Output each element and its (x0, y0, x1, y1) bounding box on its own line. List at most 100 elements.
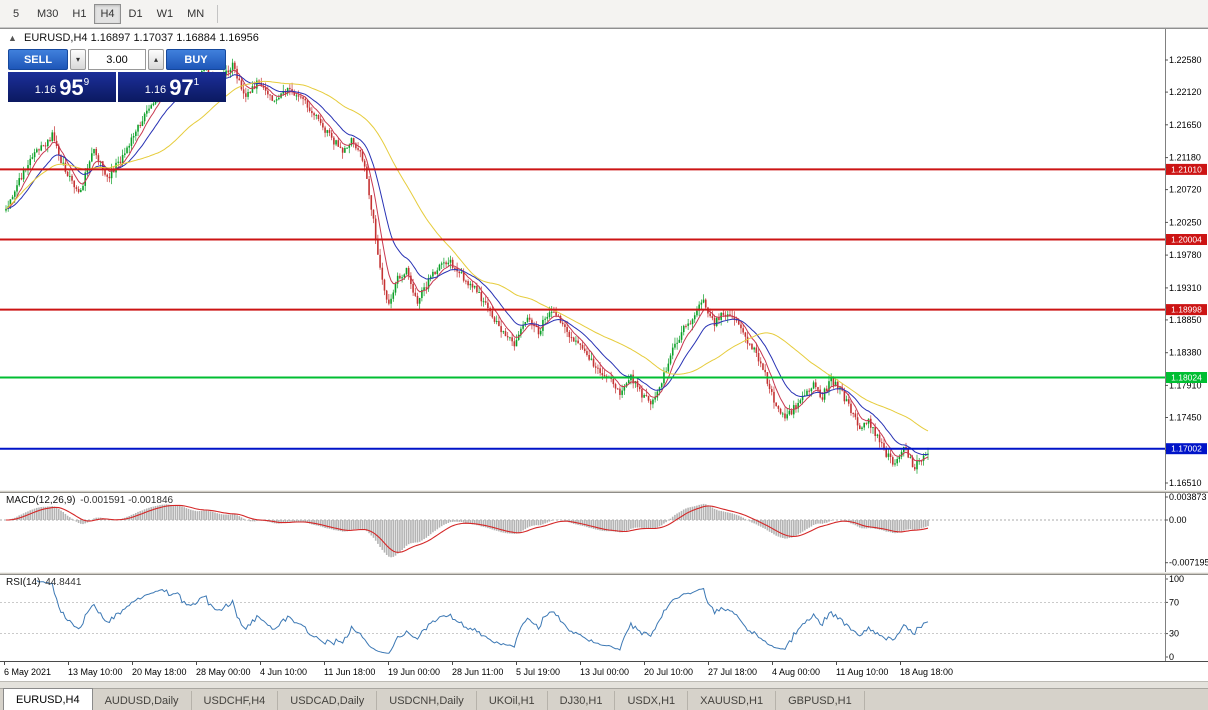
time-label: 6 May 2021 (4, 667, 52, 677)
time-tick (772, 662, 773, 665)
collapse-arrow-icon[interactable]: ▲ (8, 33, 17, 43)
timeframe-button-group: 5 M30 H1 H4 D1 W1 MN (2, 3, 211, 24)
time-label: 28 May 00:00 (196, 667, 251, 677)
time-label: 28 Jun 11:00 (452, 667, 504, 677)
svg-text:0.00: 0.00 (1169, 515, 1187, 525)
svg-text:1.18998: 1.18998 (1171, 305, 1202, 315)
svg-text:1.16510: 1.16510 (1169, 478, 1202, 488)
time-tick (580, 662, 581, 665)
svg-text:1.21010: 1.21010 (1171, 164, 1202, 174)
macd-name: MACD(12,26,9) (6, 495, 76, 506)
timeframe-button-5[interactable]: 5 (12, 7, 20, 20)
macd-chart[interactable]: 0.003873 0.00 -0.007195 (0, 493, 1208, 572)
volume-input[interactable] (88, 49, 146, 70)
svg-text:1.19780: 1.19780 (1169, 250, 1202, 260)
svg-text:-0.007195: -0.007195 (1169, 558, 1208, 568)
bid-price-point: 9 (83, 77, 90, 88)
svg-text:1.22120: 1.22120 (1169, 87, 1202, 97)
macd-values: -0.001591 -0.001846 (80, 495, 174, 506)
chart-tab-gbpusd-h1[interactable]: GBPUSD,H1 (776, 691, 865, 710)
time-label: 11 Jun 18:00 (324, 667, 376, 677)
rsi-name: RSI(14) (6, 577, 41, 588)
svg-text:1.19310: 1.19310 (1169, 283, 1202, 293)
svg-text:1.22580: 1.22580 (1169, 55, 1202, 65)
volume-up-button[interactable]: ▴ (148, 49, 164, 70)
chart-tab-usdcad-daily[interactable]: USDCAD,Daily (278, 691, 378, 710)
svg-text:1.18850: 1.18850 (1169, 315, 1202, 325)
time-tick (324, 662, 325, 665)
chart-tab-audusd-daily[interactable]: AUDUSD,Daily (93, 691, 192, 710)
svg-text:1.20720: 1.20720 (1169, 185, 1202, 195)
chart-ohlc-values: 1.16897 1.17037 1.16884 1.16956 (90, 32, 259, 44)
svg-text:30: 30 (1169, 629, 1179, 639)
chart-tab-dj30-h1[interactable]: DJ30,H1 (548, 691, 616, 710)
svg-text:1.17910: 1.17910 (1169, 380, 1202, 390)
timeframe-toolbar: 5 M30 H1 H4 D1 W1 MN (0, 0, 1208, 28)
bid-price-major: 1.16 (34, 84, 57, 96)
svg-text:0: 0 (1169, 652, 1174, 661)
pane-splitter-macd[interactable] (0, 490, 1208, 493)
rsi-pane[interactable]: 100 70 30 0 RSI(14) 44.8441 (0, 575, 1208, 661)
time-label: 4 Jun 10:00 (260, 667, 308, 677)
timeframe-button-W1[interactable]: W1 (156, 7, 174, 20)
ask-price-display[interactable]: 1.16 97 1 (118, 72, 226, 102)
ask-price-point: 1 (193, 77, 200, 88)
svg-text:0.003873: 0.003873 (1169, 493, 1207, 502)
rsi-chart[interactable]: 100 70 30 0 (0, 575, 1208, 661)
time-tick (4, 662, 5, 665)
svg-text:100: 100 (1169, 575, 1184, 584)
timeframe-button-D1[interactable]: D1 (128, 7, 143, 20)
ask-price-pips: 97 (169, 75, 194, 100)
timeframe-button-H1[interactable]: H1 (72, 7, 87, 20)
time-tick (900, 662, 901, 665)
time-tick (836, 662, 837, 665)
chart-tab-usdchf-h4[interactable]: USDCHF,H4 (192, 691, 279, 710)
time-label: 4 Aug 00:00 (772, 667, 821, 677)
time-label: 27 Jul 18:00 (708, 667, 758, 677)
svg-text:1.20004: 1.20004 (1171, 235, 1202, 245)
time-tick (68, 662, 69, 665)
time-label: 11 Aug 10:00 (836, 667, 889, 677)
chart-symbol-timeframe: EURUSD,H4 (23, 32, 88, 44)
chart-tab-usdcnh-daily[interactable]: USDCNH,Daily (377, 691, 477, 710)
toolbar-separator (217, 4, 219, 23)
time-tick (644, 662, 645, 665)
macd-pane[interactable]: 0.003873 0.00 -0.007195 MACD(12,26,9) -0.0… (0, 493, 1208, 572)
main-chart-pane[interactable]: 1.22580 1.22120 1.21650 1.21180 1.20720 1.202… (0, 28, 1208, 490)
buy-button[interactable]: BUY (166, 49, 226, 70)
bid-price-pips: 95 (59, 75, 84, 100)
volume-dropdown-button[interactable]: ▾ (70, 49, 86, 70)
chart-tab-ukoil-h1[interactable]: UKOil,H1 (477, 691, 548, 710)
chart-tab-usdx-h1[interactable]: USDX,H1 (615, 691, 689, 710)
chart-tab-xauusd-h1[interactable]: XAUUSD,H1 (688, 691, 777, 710)
status-strip (0, 681, 1208, 688)
chart-header: ▲ EURUSD,H4 1.16897 1.17037 1.16884 1.16… (8, 32, 259, 44)
trade-controls-row: SELL ▾ ▴ BUY (8, 49, 226, 70)
rsi-value: 44.8441 (45, 577, 82, 588)
pane-splitter-rsi[interactable] (0, 572, 1208, 575)
svg-text:1.17002: 1.17002 (1171, 444, 1202, 454)
time-tick (516, 662, 517, 665)
time-axis[interactable]: 6 May 2021 13 May 10:00 20 May 18:00 28 May… (0, 661, 1208, 681)
svg-text:70: 70 (1169, 597, 1179, 607)
time-label: 13 Jul 00:00 (580, 667, 630, 677)
sell-button[interactable]: SELL (8, 49, 68, 70)
svg-text:1.21180: 1.21180 (1169, 153, 1201, 163)
chevron-up-icon: ▴ (153, 54, 158, 64)
time-tick (452, 662, 453, 665)
timeframe-button-H4[interactable]: H4 (94, 3, 121, 24)
time-label: 20 May 18:00 (132, 667, 187, 677)
bid-price-display[interactable]: 1.16 95 9 (8, 72, 116, 102)
time-tick (708, 662, 709, 665)
price-chart[interactable]: 1.22580 1.22120 1.21650 1.21180 1.20720 1.202… (0, 29, 1208, 490)
trade-prices-row: 1.16 95 9 1.16 97 1 (8, 72, 226, 102)
time-tick (260, 662, 261, 665)
ask-price-major: 1.16 (144, 84, 167, 96)
macd-label: MACD(12,26,9) -0.001591 -0.001846 (6, 495, 173, 506)
chart-tab-eurusd-h4[interactable]: EURUSD,H4 (3, 688, 93, 710)
timeframe-button-M30[interactable]: M30 (37, 7, 59, 20)
svg-text:1.18024: 1.18024 (1171, 373, 1202, 383)
time-label: 13 May 10:00 (68, 667, 123, 677)
timeframe-button-MN[interactable]: MN (187, 7, 205, 20)
